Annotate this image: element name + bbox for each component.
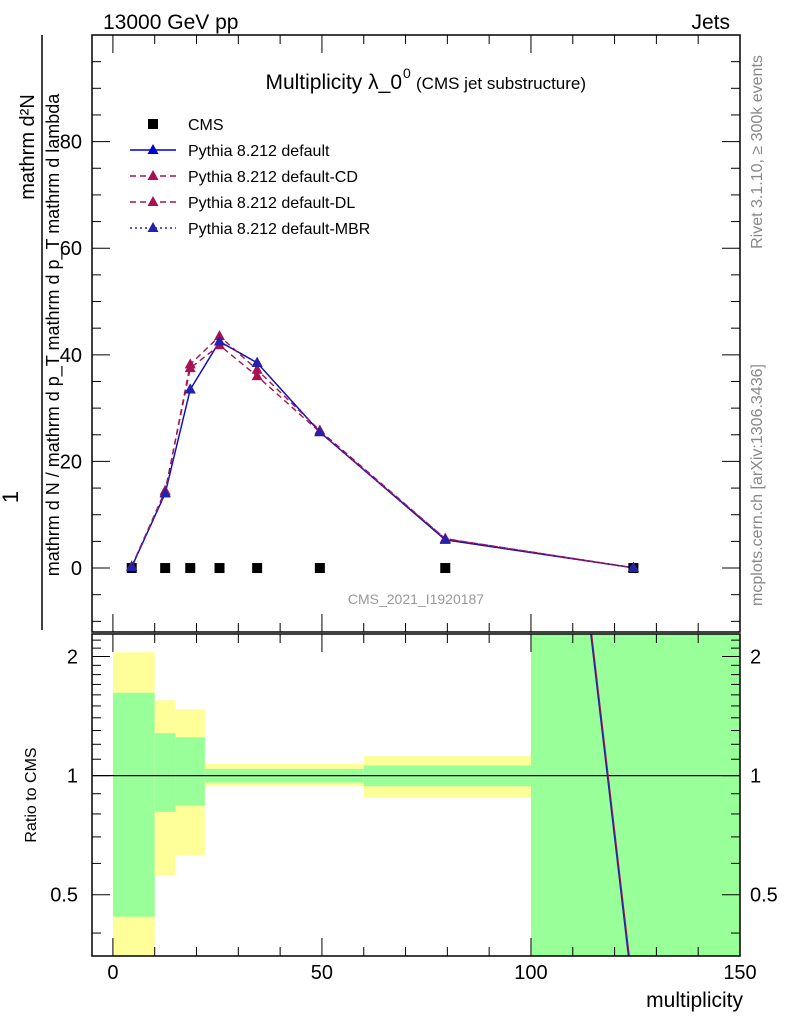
series-4-point xyxy=(184,383,196,394)
ratio-y-tick-label: 2 xyxy=(67,647,78,669)
legend-marker xyxy=(147,170,159,180)
legend-marker xyxy=(147,144,159,154)
series-2-point xyxy=(251,370,263,381)
plot-title-superscript: 0 xyxy=(403,65,411,81)
legend-label: Pythia 8.212 default xyxy=(188,143,330,160)
series-4-point xyxy=(627,561,639,572)
analysis-watermark: CMS_2021_I1920187 xyxy=(348,591,484,607)
uncertainty-bands xyxy=(112,634,740,956)
ratio-y-tick-label: 1 xyxy=(67,766,78,788)
ratio-line-0 xyxy=(590,633,630,957)
x-tick-label: 100 xyxy=(514,962,547,984)
x-tick-label: 50 xyxy=(311,962,333,984)
legend-label: CMS xyxy=(188,117,224,134)
plot-title: Multiplicity λ_0 xyxy=(265,71,402,94)
upper-y-tick-label: 60 xyxy=(60,238,82,260)
ratio-ylabel: Ratio to CMS xyxy=(23,747,40,842)
upper-series xyxy=(126,330,639,574)
process-label: Jets xyxy=(691,11,730,34)
ratio-series xyxy=(590,633,630,957)
legend-marker xyxy=(147,196,159,206)
series-4-point xyxy=(159,487,171,498)
cms-data-point xyxy=(160,563,171,574)
series-4-point xyxy=(314,426,326,437)
inner-uncertainty-band xyxy=(175,737,205,806)
ratio-y-tick-label-right: 1 xyxy=(750,766,761,788)
cms-data-point xyxy=(440,563,451,574)
ratio-y-tick-label-right: 2 xyxy=(750,647,761,669)
energy-label: 13000 GeV pp xyxy=(103,11,238,34)
cms-data-point xyxy=(252,563,263,574)
ylabel-numerator: mathrm d²N xyxy=(17,94,39,200)
series-4-point xyxy=(439,533,451,544)
series-3-point xyxy=(184,358,196,369)
cms-data-point xyxy=(185,563,196,574)
ratio-line-1 xyxy=(590,633,630,957)
mcplots-label: mcplots.cern.ch [arXiv:1306.3436] xyxy=(749,364,766,606)
cms-data-point xyxy=(214,563,225,574)
ylabel-denominator: mathrm d N / mathrm d p_T mathrm d p_T m… xyxy=(43,93,64,576)
plot-subtitle: (CMS jet substructure) xyxy=(416,74,586,93)
series-4-point xyxy=(214,335,226,346)
ylabel-one: 1 xyxy=(0,491,23,503)
main-plot-panel: CMS_2021_I1920187 0 20 40 60 80 Multiplicity… xyxy=(60,34,741,633)
inner-uncertainty-band xyxy=(154,733,176,812)
upper-y-tick-label: 80 xyxy=(60,132,82,154)
x-tick-label: 150 xyxy=(723,962,756,984)
series-4-point xyxy=(126,560,138,571)
ratio-y-tick-label: 0.5 xyxy=(50,885,78,907)
legend-marker xyxy=(147,222,159,232)
inner-uncertainty-band xyxy=(112,692,155,917)
legend-label: Pythia 8.212 default-CD xyxy=(188,169,358,186)
legend-label: Pythia 8.212 default-DL xyxy=(188,195,355,212)
legend: CMS Pythia 8.212 default Pythia 8.212 defa… xyxy=(130,117,370,238)
upper-y-tick-label: 0 xyxy=(71,558,82,580)
x-tick-label: 0 xyxy=(107,962,118,984)
rivet-label: Rivet 3.1.10, ≥ 300k events xyxy=(749,55,766,249)
legend-label: Pythia 8.212 default-MBR xyxy=(188,221,370,238)
legend-marker xyxy=(148,119,158,129)
inner-uncertainty-band xyxy=(530,634,740,956)
ratio-plot-panel: 0.5 0.5 1 1 2 2 0 50 100 150 xyxy=(50,633,778,984)
upper-axis-ticks: 0 20 40 60 80 xyxy=(60,34,741,632)
upper-y-tick-label: 20 xyxy=(60,451,82,473)
x-axis-label: multiplicity xyxy=(646,989,743,1012)
lower-frame xyxy=(91,633,741,957)
series-3-point xyxy=(214,330,226,341)
series-line-3 xyxy=(131,335,634,569)
upper-frame xyxy=(91,34,741,633)
ratio-y-tick-label-right: 0.5 xyxy=(750,885,778,907)
upper-y-tick-label: 40 xyxy=(60,345,82,367)
series-line-4 xyxy=(131,340,634,569)
lower-axis-ticks: 0.5 0.5 1 1 2 2 0 50 100 150 xyxy=(50,634,778,984)
series-4-point xyxy=(251,356,263,367)
series-3-point xyxy=(251,363,263,374)
cms-data-point xyxy=(314,563,325,574)
